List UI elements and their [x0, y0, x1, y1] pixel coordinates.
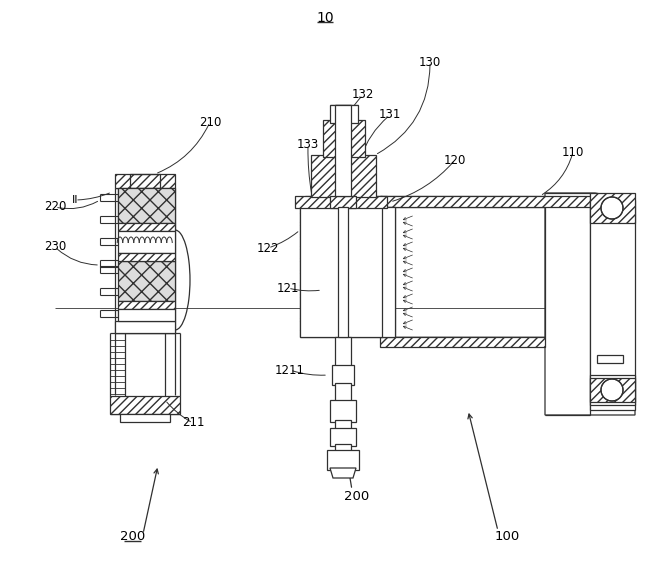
- Circle shape: [601, 197, 623, 219]
- Text: 122: 122: [257, 242, 280, 255]
- Bar: [590, 200, 635, 410]
- Bar: [380, 196, 590, 207]
- Text: 200: 200: [344, 490, 370, 503]
- Text: 211: 211: [182, 417, 204, 429]
- Polygon shape: [330, 468, 356, 478]
- Bar: [118, 253, 175, 261]
- Text: 121: 121: [277, 281, 299, 294]
- Bar: [335, 444, 351, 452]
- Text: II: II: [72, 195, 78, 205]
- Bar: [335, 337, 351, 367]
- Bar: [120, 414, 170, 422]
- Bar: [330, 428, 356, 446]
- Text: 133: 133: [297, 138, 319, 151]
- Bar: [330, 400, 356, 422]
- Bar: [332, 365, 354, 385]
- Text: 10: 10: [316, 11, 334, 25]
- Text: 130: 130: [419, 56, 441, 69]
- Bar: [335, 105, 351, 196]
- Text: 110: 110: [562, 146, 584, 159]
- Bar: [380, 207, 395, 337]
- Bar: [115, 321, 175, 333]
- Bar: [327, 450, 359, 470]
- Polygon shape: [545, 193, 635, 415]
- Bar: [597, 355, 623, 363]
- Circle shape: [601, 379, 623, 401]
- Bar: [338, 207, 348, 337]
- Bar: [335, 420, 351, 430]
- Bar: [118, 261, 175, 301]
- Bar: [118, 223, 175, 231]
- Text: 210: 210: [199, 116, 221, 129]
- Bar: [380, 337, 545, 347]
- Text: 220: 220: [44, 201, 66, 214]
- Text: 100: 100: [495, 531, 519, 544]
- Bar: [590, 193, 635, 223]
- Bar: [110, 396, 180, 414]
- Text: 132: 132: [352, 88, 374, 101]
- Bar: [118, 301, 175, 309]
- Bar: [330, 196, 356, 208]
- Bar: [323, 120, 365, 157]
- Text: 120: 120: [444, 154, 466, 167]
- Bar: [311, 155, 376, 197]
- Bar: [118, 188, 175, 223]
- Bar: [130, 174, 160, 188]
- Text: 1211: 1211: [275, 363, 305, 376]
- Bar: [380, 207, 395, 337]
- Text: 131: 131: [379, 108, 401, 121]
- Bar: [118, 231, 175, 253]
- Bar: [335, 383, 351, 403]
- Bar: [300, 207, 382, 337]
- Bar: [330, 105, 358, 123]
- Text: 200: 200: [120, 531, 146, 544]
- Bar: [295, 196, 387, 208]
- Bar: [590, 378, 635, 402]
- Text: 230: 230: [44, 240, 66, 253]
- Bar: [115, 174, 175, 188]
- Bar: [590, 375, 635, 405]
- Bar: [118, 309, 175, 321]
